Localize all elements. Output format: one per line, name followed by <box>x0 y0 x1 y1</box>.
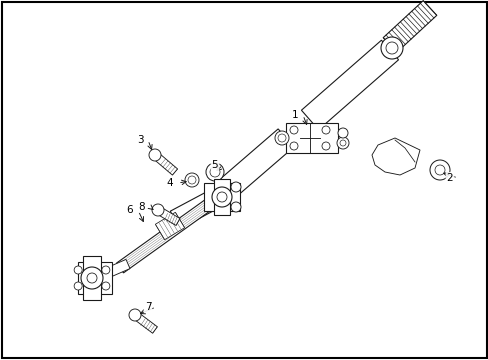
Polygon shape <box>285 123 337 153</box>
Circle shape <box>187 176 196 184</box>
Polygon shape <box>214 179 229 215</box>
Circle shape <box>212 187 231 207</box>
Circle shape <box>87 273 97 283</box>
Text: 6: 6 <box>126 205 133 215</box>
Circle shape <box>278 134 285 142</box>
Polygon shape <box>78 262 112 294</box>
Polygon shape <box>132 312 157 333</box>
Text: 5: 5 <box>211 160 218 170</box>
Circle shape <box>321 142 329 150</box>
Text: 7: 7 <box>144 302 151 312</box>
Text: 2: 2 <box>446 173 452 183</box>
Polygon shape <box>152 152 177 175</box>
Circle shape <box>321 126 329 134</box>
Polygon shape <box>83 256 101 300</box>
Circle shape <box>380 37 402 59</box>
Circle shape <box>289 142 297 150</box>
Circle shape <box>209 167 220 177</box>
Polygon shape <box>116 195 218 273</box>
Text: 3: 3 <box>137 135 143 145</box>
Circle shape <box>429 160 449 180</box>
Text: 4: 4 <box>166 178 173 188</box>
Circle shape <box>205 163 224 181</box>
Circle shape <box>289 126 297 134</box>
Polygon shape <box>212 129 293 204</box>
Text: 1: 1 <box>291 110 298 120</box>
Polygon shape <box>103 260 130 279</box>
Circle shape <box>81 267 103 289</box>
Polygon shape <box>301 40 398 130</box>
Circle shape <box>434 165 444 175</box>
Polygon shape <box>170 187 224 229</box>
Polygon shape <box>203 183 240 211</box>
Circle shape <box>217 192 226 202</box>
Circle shape <box>230 182 241 192</box>
Circle shape <box>129 309 141 321</box>
Circle shape <box>184 173 199 187</box>
Circle shape <box>102 282 110 290</box>
Circle shape <box>102 266 110 274</box>
Circle shape <box>336 137 348 149</box>
Circle shape <box>230 202 241 212</box>
Polygon shape <box>371 138 419 175</box>
Polygon shape <box>155 212 184 240</box>
Polygon shape <box>383 1 436 52</box>
Text: 8: 8 <box>139 202 145 212</box>
Circle shape <box>74 282 82 290</box>
Circle shape <box>385 42 397 54</box>
Circle shape <box>337 128 347 138</box>
Polygon shape <box>156 207 180 225</box>
Circle shape <box>152 204 163 216</box>
Circle shape <box>274 131 288 145</box>
Circle shape <box>149 149 161 161</box>
Circle shape <box>339 140 346 146</box>
Circle shape <box>74 266 82 274</box>
